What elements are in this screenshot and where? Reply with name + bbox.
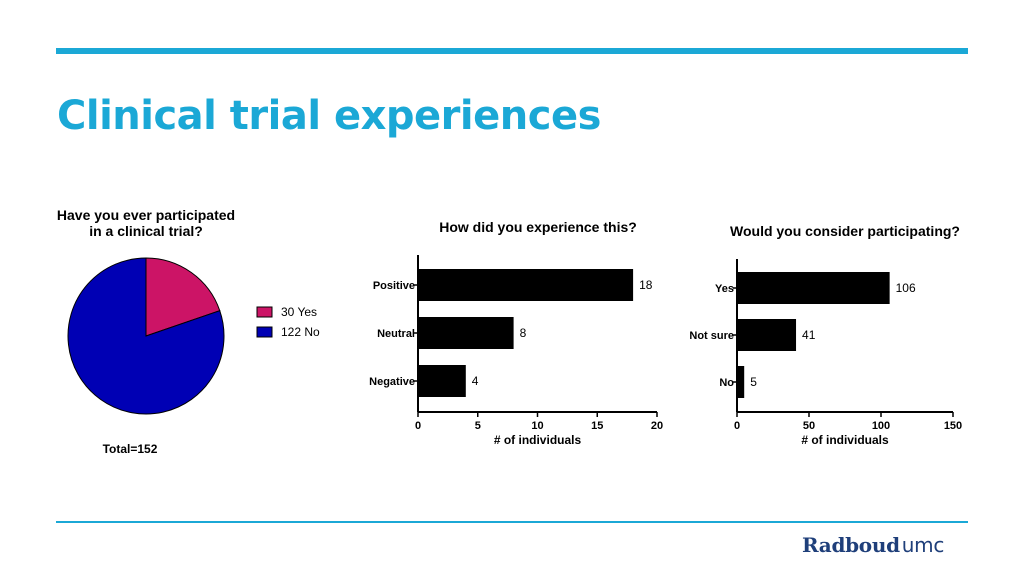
consider-value-label-0: 106 xyxy=(896,281,916,295)
experience-bar-0 xyxy=(418,269,634,301)
experience-x-tick-label-3: 15 xyxy=(591,420,603,432)
experience-value-label-0: 18 xyxy=(639,278,653,292)
consider-x-tick-label-0: 0 xyxy=(734,420,740,432)
logo-suffix: umc xyxy=(901,533,945,557)
consider-x-axis-label: # of individuals xyxy=(801,433,889,447)
pie-title-line: Have you ever participated xyxy=(57,207,235,223)
experience-x-tick-label-4: 20 xyxy=(651,420,663,432)
consider-bar-0 xyxy=(737,272,890,304)
pie-title-line: in a clinical trial? xyxy=(89,223,203,239)
pie-slice-no xyxy=(67,257,225,415)
pie-total-label: Total=152 xyxy=(103,442,158,456)
consider-title: Would you consider participating? xyxy=(730,223,960,239)
consider-x-tick-label-3: 150 xyxy=(944,420,962,432)
slide-title: Clinical trial experiences xyxy=(57,93,601,139)
legend-swatch-no xyxy=(256,326,273,338)
experience-value-label-2: 4 xyxy=(472,374,479,388)
consider-bar-2 xyxy=(737,366,745,398)
bottom-rule xyxy=(56,521,968,523)
legend-label-yes: 30 Yes xyxy=(281,305,317,319)
experience-title: How did you experience this? xyxy=(439,219,637,235)
experience-bar-1 xyxy=(418,317,514,349)
consider-bar-1 xyxy=(737,319,797,351)
consider-x-tick-label-2: 100 xyxy=(872,420,890,432)
experience-x-axis-label: # of individuals xyxy=(494,433,582,447)
top-rule xyxy=(56,48,968,54)
experience-category-label-0: Positive xyxy=(373,280,415,292)
consider-value-label-1: 41 xyxy=(802,328,816,342)
consider-category-label-2: No xyxy=(719,377,734,389)
consider-value-label-2: 5 xyxy=(750,375,757,389)
experience-x-tick-label-1: 5 xyxy=(475,420,481,432)
radboudumc-logo: Radboud umc xyxy=(802,533,944,557)
legend-swatch-yes xyxy=(256,306,273,318)
consider-category-label-1: Not sure xyxy=(689,330,734,342)
logo-main: Radboud xyxy=(802,533,900,557)
experience-category-label-2: Negative xyxy=(369,376,415,388)
experience-value-label-1: 8 xyxy=(520,326,527,340)
consider-x-tick-label-1: 50 xyxy=(803,420,815,432)
legend-label-no: 122 No xyxy=(281,325,320,339)
experience-bar-2 xyxy=(418,365,466,397)
experience-x-tick-label-2: 10 xyxy=(531,420,543,432)
experience-category-label-1: Neutral xyxy=(377,328,415,340)
experience-x-tick-label-0: 0 xyxy=(415,420,421,432)
consider-category-label-0: Yes xyxy=(715,283,734,295)
